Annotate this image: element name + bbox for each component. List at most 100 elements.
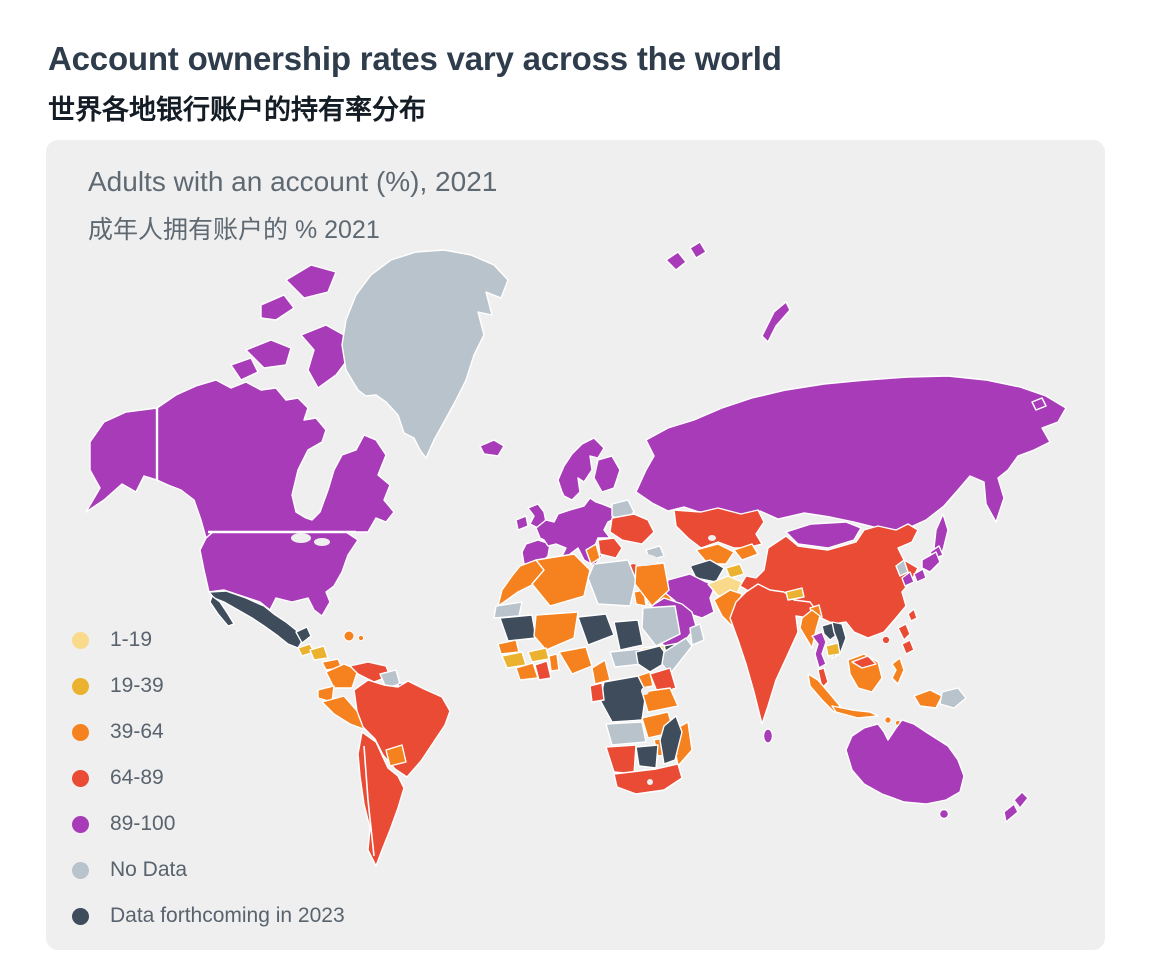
region-greenland[interactable] (341, 249, 509, 459)
region-canada-arctic[interactable] (285, 264, 337, 299)
region-ukraine[interactable] (609, 513, 655, 545)
region-alaska[interactable] (85, 407, 158, 513)
region-egypt[interactable] (634, 562, 670, 607)
legend-color-dot (72, 631, 89, 649)
region-svalbard[interactable] (689, 241, 707, 259)
legend-item-1-19[interactable]: 1-19 (64, 628, 345, 652)
region-cameroon[interactable] (591, 659, 611, 685)
region-australia[interactable] (845, 719, 965, 805)
region-oman[interactable] (689, 623, 705, 646)
legend-color-dot (72, 861, 89, 879)
region-tajikistan[interactable] (725, 563, 745, 579)
region-tunisia[interactable] (585, 543, 601, 565)
region-new-zealand[interactable] (1013, 791, 1029, 809)
region-new-zealand[interactable] (1003, 803, 1019, 823)
region-south-africa[interactable] (613, 763, 683, 795)
region-canada-arctic[interactable] (300, 324, 352, 389)
region-north-korea[interactable] (895, 559, 909, 577)
region-benin-togo[interactable] (548, 653, 560, 672)
region-gabon[interactable] (589, 682, 605, 703)
region-malaysia-borneo[interactable] (851, 655, 877, 669)
region-chad[interactable] (613, 619, 644, 651)
region-finland[interactable] (593, 455, 621, 493)
region-tanzania[interactable] (641, 687, 679, 713)
region-colombia[interactable] (325, 663, 359, 689)
region-india[interactable] (729, 583, 817, 725)
region-angola[interactable] (605, 721, 647, 746)
region-honduras-nicaragua[interactable] (309, 645, 329, 661)
region-japan[interactable] (921, 551, 941, 573)
region-sulawesi[interactable] (891, 657, 905, 685)
region-libya[interactable] (587, 559, 637, 607)
world-choropleth-map[interactable] (46, 140, 1105, 950)
page-header: Account ownership rates vary across the … (48, 40, 782, 127)
region-novaya-zemlya[interactable] (761, 301, 791, 343)
region-dominican-republic[interactable] (343, 630, 355, 642)
region-java[interactable] (831, 705, 879, 719)
region-south-korea[interactable] (901, 571, 915, 587)
region-drc[interactable] (599, 675, 647, 723)
legend-color-dot (72, 769, 89, 787)
legend-item-data-forthcoming-in-2023[interactable]: Data forthcoming in 2023 (64, 904, 345, 928)
region-mexico-baja[interactable] (209, 595, 235, 627)
region-burkina-faso[interactable] (527, 647, 550, 663)
legend-item-39-64[interactable]: 39-64 (64, 720, 345, 744)
region-usa[interactable] (199, 531, 359, 617)
region-puerto-rico[interactable] (358, 635, 364, 641)
region-philippines[interactable] (901, 639, 915, 655)
region-brazil[interactable] (353, 679, 451, 778)
region-canada-arctic[interactable] (245, 339, 292, 369)
region-west-papua[interactable] (913, 689, 943, 709)
region-iceland[interactable] (479, 439, 505, 457)
region-kyrgyzstan[interactable] (733, 543, 759, 561)
region-canada-arctic[interactable] (230, 357, 259, 381)
region-taiwan[interactable] (907, 608, 918, 622)
region-canada[interactable] (156, 379, 395, 539)
region-mexico-yucatan[interactable] (295, 626, 312, 644)
region-senegal[interactable] (497, 639, 520, 655)
region-sri-lanka[interactable] (762, 728, 774, 744)
region-ethiopia[interactable] (635, 645, 671, 673)
region-niger[interactable] (577, 613, 615, 646)
region-thailand[interactable] (811, 631, 827, 669)
region-paraguay[interactable] (385, 744, 407, 767)
legend-item-19-39[interactable]: 19-39 (64, 674, 345, 698)
region-namibia[interactable] (605, 744, 637, 775)
region-balkans-east[interactable] (597, 537, 623, 559)
region-iran[interactable] (663, 573, 717, 619)
region-cambodia[interactable] (825, 642, 841, 657)
region-lesser-sunda[interactable] (884, 716, 892, 724)
region-nigeria[interactable] (558, 646, 593, 675)
region-ireland[interactable] (515, 515, 529, 531)
region-mali[interactable] (533, 611, 579, 651)
region-sudan[interactable] (641, 605, 681, 647)
legend-item-64-89[interactable]: 64-89 (64, 766, 345, 790)
region-somalia[interactable] (661, 637, 693, 675)
region-malaysia[interactable] (817, 667, 829, 689)
region-papua-new-guinea[interactable] (939, 687, 967, 709)
region-argentina-chile[interactable] (357, 731, 405, 867)
region-svalbard[interactable] (665, 251, 687, 271)
region-canada-arctic[interactable] (260, 294, 295, 321)
region-tasmania[interactable] (938, 808, 950, 820)
region-japan[interactable] (913, 568, 927, 583)
legend-label: 89-100 (110, 812, 176, 835)
region-madagascar[interactable] (659, 715, 683, 765)
great-lakes (291, 533, 311, 543)
legend-item-89-100[interactable]: 89-100 (64, 812, 345, 836)
region-mongolia[interactable] (785, 521, 862, 549)
region-philippines[interactable] (897, 623, 911, 641)
region-ghana[interactable] (534, 660, 552, 681)
region-wrangel[interactable] (1031, 397, 1047, 411)
region-algeria[interactable] (531, 553, 591, 607)
region-scandinavia[interactable] (557, 437, 605, 501)
region-hainan[interactable] (882, 636, 890, 644)
legend-item-no-data[interactable]: No Data (64, 858, 345, 882)
map-panel: Adults with an account (%), 2021 成年人拥有账户… (46, 140, 1105, 950)
region-mauritania[interactable] (499, 614, 537, 642)
region-kazakhstan[interactable] (673, 507, 765, 549)
region-russia[interactable] (635, 375, 1067, 545)
region-botswana[interactable] (635, 744, 659, 769)
region-nepal[interactable] (785, 587, 805, 601)
